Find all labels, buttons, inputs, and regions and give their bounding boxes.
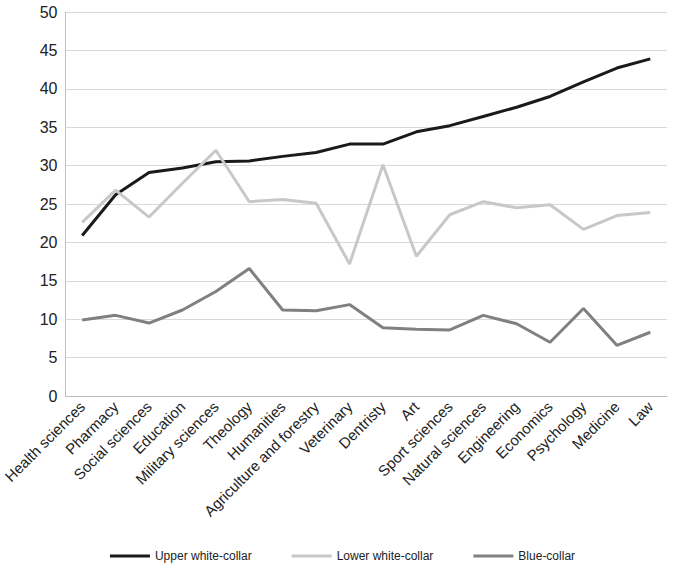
svg-text:0: 0	[49, 388, 58, 405]
svg-text:30: 30	[40, 157, 58, 174]
svg-text:Natural sciences: Natural sciences	[398, 398, 490, 489]
svg-text:40: 40	[40, 80, 58, 97]
svg-text:Education: Education	[129, 398, 189, 458]
svg-text:Medicine: Medicine	[568, 398, 622, 452]
svg-text:25: 25	[40, 196, 58, 213]
svg-text:Sport sciences: Sport sciences	[374, 398, 456, 480]
svg-text:Psychology: Psychology	[523, 398, 590, 465]
svg-text:10: 10	[40, 311, 58, 328]
svg-text:15: 15	[40, 272, 58, 289]
svg-text:Agriculture and forestry: Agriculture and forestry	[201, 398, 323, 520]
svg-text:Health sciences: Health sciences	[1, 398, 89, 485]
svg-text:Economics: Economics	[492, 398, 557, 462]
svg-text:Engineering: Engineering	[454, 398, 523, 467]
svg-text:Lower white-collar: Lower white-collar	[337, 549, 434, 563]
svg-text:50: 50	[40, 4, 58, 21]
svg-text:Social sciences: Social sciences	[70, 398, 155, 483]
svg-text:5: 5	[49, 349, 58, 366]
svg-text:Dentristy: Dentristy	[335, 398, 389, 452]
svg-text:Military sciences: Military sciences	[132, 398, 222, 488]
svg-text:Humanities: Humanities	[223, 398, 289, 463]
svg-text:Blue-collar: Blue-collar	[518, 549, 575, 563]
svg-text:45: 45	[40, 42, 58, 59]
svg-text:Upper white-collar: Upper white-collar	[155, 549, 252, 563]
svg-text:35: 35	[40, 119, 58, 136]
svg-text:Theology: Theology	[199, 398, 256, 454]
svg-text:20: 20	[40, 234, 58, 251]
svg-text:Law: Law	[625, 398, 657, 430]
svg-text:Veterinary: Veterinary	[295, 398, 356, 458]
svg-text:Art: Art	[397, 397, 423, 423]
svg-text:Pharmacy: Pharmacy	[61, 398, 122, 458]
